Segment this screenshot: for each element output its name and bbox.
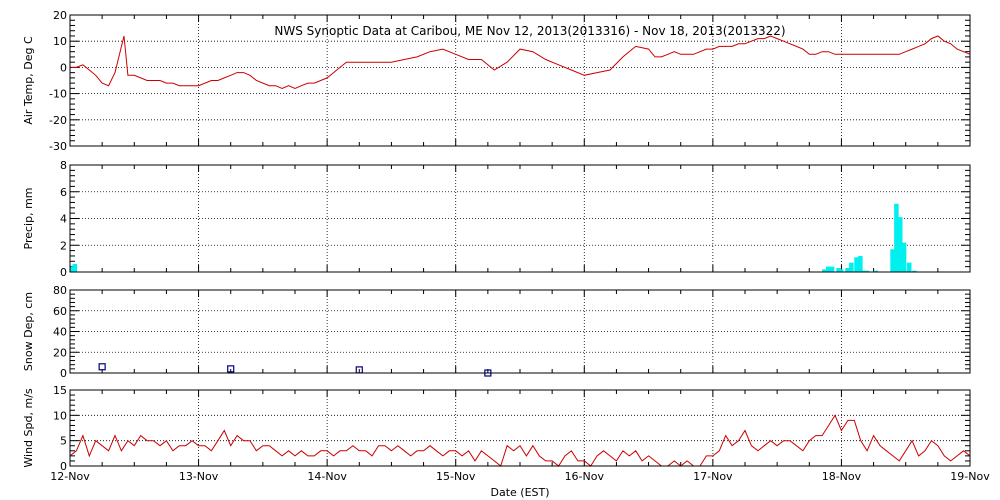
precip-bar <box>849 262 854 272</box>
x-tick-label: 12-Nov <box>50 470 90 483</box>
panel-1: -30 -20 -10 0 10 20 Air Temp, Deg C <box>22 9 971 153</box>
precip-bar <box>894 203 899 272</box>
precip-bar <box>822 269 827 272</box>
precip-bar <box>72 263 78 272</box>
y-tick-label: 40 <box>53 326 67 339</box>
x-tick-label: 13-Nov <box>179 470 219 483</box>
precip-bar <box>826 266 831 272</box>
panel-frame <box>69 164 971 273</box>
y-tick-label: -10 <box>49 88 67 101</box>
precip-bar <box>854 257 859 272</box>
y-tick-label: 80 <box>53 284 67 297</box>
y-tick-label: 20 <box>53 9 67 22</box>
panel-frame <box>69 14 971 147</box>
y-tick-label: 5 <box>60 435 67 448</box>
precip-bar <box>890 249 895 272</box>
precip-bar <box>907 262 912 272</box>
y-tick-label: 8 <box>60 159 67 172</box>
y-axis-label: Wind Spd, m/s <box>22 388 35 468</box>
snow-depth-point <box>98 363 106 371</box>
precip-bar <box>845 267 850 272</box>
series-line <box>69 414 971 467</box>
panel-frame <box>69 389 971 467</box>
y-tick-label: 20 <box>53 346 67 359</box>
x-tick-label: 19-Nov <box>950 470 990 483</box>
panel-frame <box>69 289 971 374</box>
y-tick-label: 6 <box>60 186 67 199</box>
precip-bar <box>829 266 835 272</box>
precip-bar <box>70 266 75 272</box>
y-tick-label: 2 <box>60 239 67 252</box>
series-line <box>70 35 971 89</box>
panel-4: 0 5 10 15 Wind Spd, m/s <box>22 384 971 473</box>
y-tick-label: 0 <box>60 266 67 279</box>
y-tick-label: -30 <box>49 140 67 153</box>
x-tick-label: 17-Nov <box>693 470 733 483</box>
chart-title: NWS Synoptic Data at Caribou, ME Nov 12,… <box>274 24 785 38</box>
y-axis-label: Snow Dep, cm <box>22 292 35 371</box>
precip-bar <box>864 270 870 272</box>
y-tick-label: 10 <box>53 409 67 422</box>
x-tick-label: 14-Nov <box>307 470 347 483</box>
y-tick-label: 0 <box>60 460 67 473</box>
precip-bar <box>836 267 841 272</box>
panel-3: 0 20 40 60 80 Snow Dep, cm <box>22 284 971 380</box>
precip-bar <box>901 242 907 272</box>
x-tick-label: 16-Nov <box>565 470 605 483</box>
precip-bar <box>912 270 917 272</box>
y-tick-label: 60 <box>53 305 67 318</box>
precip-bar <box>860 270 866 272</box>
panel-2: 0 2 4 6 8 Precip, mm <box>22 159 971 279</box>
y-tick-label: -20 <box>49 114 67 127</box>
y-tick-label: 10 <box>53 35 67 48</box>
precip-bar <box>898 217 903 272</box>
snow-depth-point <box>227 365 235 373</box>
precip-bar <box>873 270 879 272</box>
y-axis-label: Air Temp, Deg C <box>22 36 35 125</box>
y-tick-label: 15 <box>53 384 67 397</box>
precip-bar <box>838 269 844 272</box>
precip-bar <box>858 255 863 272</box>
y-tick-label: 4 <box>60 213 67 226</box>
x-tick-label: 15-Nov <box>436 470 476 483</box>
y-tick-label: 0 <box>60 367 67 380</box>
x-tick-label: 18-Nov <box>822 470 862 483</box>
x-axis-label: Date (EST) <box>490 486 549 499</box>
y-tick-label: 0 <box>60 61 67 74</box>
y-axis-label: Precip, mm <box>22 188 35 250</box>
